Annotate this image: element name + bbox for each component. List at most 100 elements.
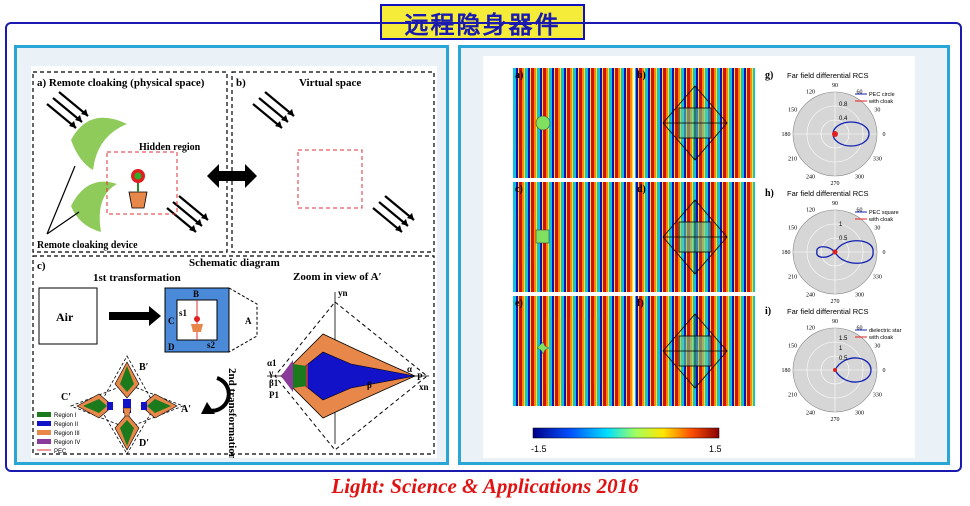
double-arrow-icon <box>207 164 257 188</box>
left-figure-panel: a) Remote cloaking (physical space) b) V… <box>14 45 449 465</box>
outer-frame <box>5 22 962 472</box>
label-D: D <box>168 342 175 352</box>
remote-device-label: Remote cloaking device <box>37 240 138 251</box>
flower-pot-icon <box>128 169 148 209</box>
polar-angle-tick: 90 <box>832 319 838 325</box>
colorbar-min: -1.5 <box>531 444 547 454</box>
polar-angle-tick: 30 <box>874 108 880 114</box>
arrow-heads-a <box>69 109 208 232</box>
colorbar-max: 1.5 <box>709 444 722 454</box>
panel-label-f: f) <box>637 298 644 309</box>
panel-a-frame <box>32 71 228 253</box>
schematic-label: Schematic diagram <box>189 257 280 269</box>
polar-h-rtick-2: 1 <box>839 222 843 228</box>
polar-angle-tick: 30 <box>874 344 880 350</box>
region-legend <box>37 412 51 451</box>
panel-b-title: b) <box>236 77 246 89</box>
device-pointers <box>46 165 80 235</box>
curved-arrow-head <box>201 402 215 414</box>
dielectric-star-e <box>536 341 550 355</box>
polar-angle-tick: 330 <box>873 393 882 399</box>
left-figure: a) Remote cloaking (physical space) b) V… <box>31 66 437 460</box>
panel-b-frame <box>231 71 435 253</box>
page-title: 远程隐身器件 <box>404 10 561 39</box>
polar-angle-tick: 90 <box>832 83 838 89</box>
panel-b-label: Virtual space <box>299 77 361 89</box>
label-Bp: B′ <box>139 362 149 373</box>
polar-angle-tick: 210 <box>788 393 797 399</box>
polar-angle-tick: 60 <box>857 326 863 332</box>
panel-label-d: d) <box>637 184 646 195</box>
virtual-region-box <box>297 149 363 209</box>
label-Dp: D′ <box>139 438 149 449</box>
label-alpha1: α1 <box>267 358 277 368</box>
air-box <box>38 287 98 345</box>
polar-angle-tick: 150 <box>788 344 797 350</box>
hidden-region-box <box>106 151 178 215</box>
polar-angle-tick: 240 <box>806 292 815 298</box>
incident-arrows-b <box>252 91 415 233</box>
polar-plot-g: g) Far field differential RCS 0.4 0.8 PE… <box>765 70 895 177</box>
polar-angle-tick: 60 <box>857 208 863 214</box>
air-label: Air <box>56 310 74 324</box>
legend-pec: PEC <box>54 449 67 455</box>
polar-angle-tick: 0 <box>883 368 886 374</box>
polar-i-label: i) <box>765 306 771 317</box>
polar-i-rtick-1: 0.5 <box>839 356 848 362</box>
polar-h-title: Far field differential RCS <box>787 189 869 198</box>
polar-h-legend-1: PEC square <box>869 210 899 216</box>
polar-angle-tick: 120 <box>806 90 815 96</box>
panel-label-b: b) <box>637 70 646 81</box>
pec-square-c <box>535 229 550 244</box>
zoom-label: Zoom in view of A′ <box>293 271 382 283</box>
polar-angle-tick: 300 <box>855 174 864 180</box>
panel-c-title: c) <box>37 260 46 272</box>
zoom-region-1 <box>293 364 307 388</box>
citation: Light: Science & Applications 2016 <box>331 474 639 498</box>
label-A: A <box>245 316 252 326</box>
polar-angle-tick: 180 <box>782 368 791 374</box>
panel-label-e: e) <box>515 298 523 309</box>
polar-g-legend-1: PEC circle <box>869 92 895 98</box>
polar-g-rtick-1: 0.4 <box>839 116 848 122</box>
polar-angle-tick: 0 <box>883 250 886 256</box>
polar-angle-tick: 150 <box>788 226 797 232</box>
label-Ap: A′ <box>181 404 191 415</box>
cloak-outline-b <box>662 85 728 161</box>
polar-i-rtick-3: 1.5 <box>839 336 848 342</box>
label-beta: β <box>367 380 372 390</box>
polar-i-title: Far field differential RCS <box>787 307 869 316</box>
polar-angle-tick: 90 <box>832 201 838 207</box>
legend-region-3: Region III <box>54 431 80 437</box>
right-figure: a) b) c) d) e) f) -1.5 1.5 g) Far field … <box>483 56 915 458</box>
polar-angle-tick: 60 <box>857 90 863 96</box>
colorbar <box>532 427 720 439</box>
polar-i-rtick-2: 1 <box>839 346 843 352</box>
label-P1: P1 <box>269 390 279 400</box>
first-transform-label: 1st transformation <box>93 272 181 284</box>
zoom-region-2 <box>292 351 416 401</box>
polar-plot-h: h) Far field differential RCS 0.5 1 PEC … <box>765 188 899 295</box>
polar-angle-tick: 120 <box>806 326 815 332</box>
cloak-outline-f <box>662 313 728 389</box>
zoom-region-4 <box>281 360 293 392</box>
polar-angle-tick: 330 <box>873 275 882 281</box>
polar-h-rtick-1: 0.5 <box>839 236 848 242</box>
polar-angle-tick: 210 <box>788 157 797 163</box>
polar-angle-tick: 270 <box>831 417 840 423</box>
polar-angle-tick: 180 <box>782 132 791 138</box>
legend-region-2: Region II <box>54 422 78 428</box>
polar-i-legend-1: dielectric star <box>869 328 902 334</box>
panel-c-frame <box>32 255 435 455</box>
small-flower-icon <box>194 316 200 322</box>
field-map-a-distort <box>513 100 535 150</box>
small-pot-icon <box>191 324 203 332</box>
polar-g-legend-2: with cloak <box>868 99 893 105</box>
polar-angle-tick: 300 <box>855 410 864 416</box>
second-transform-label: 2nd transformation <box>226 368 238 458</box>
polar-g-rtick-2: 0.8 <box>839 102 848 108</box>
pec-circle-a <box>535 115 551 131</box>
label-Cp: C′ <box>61 392 71 403</box>
left-figure-svg: a) Remote cloaking (physical space) b) V… <box>32 71 435 460</box>
polar-g-title: Far field differential RCS <box>787 71 869 80</box>
